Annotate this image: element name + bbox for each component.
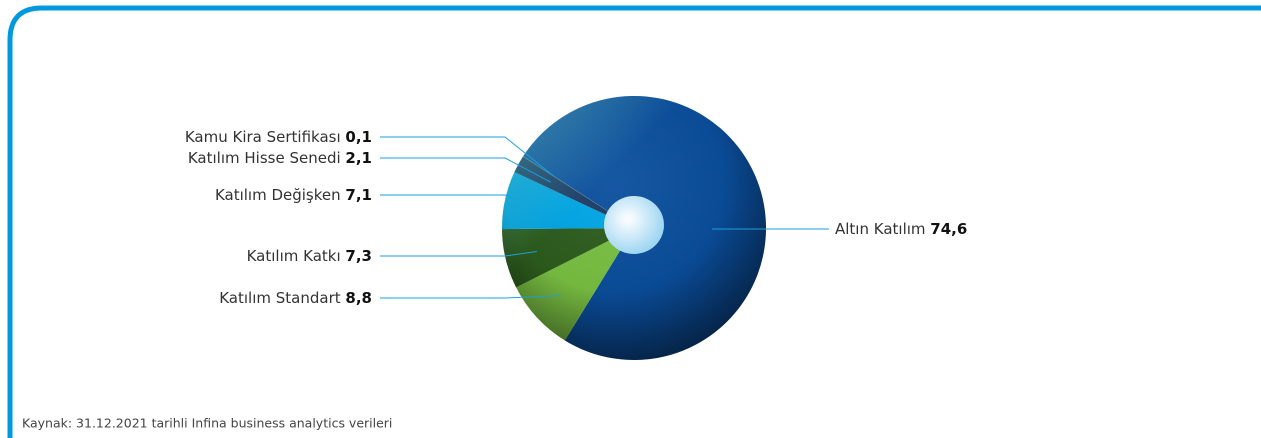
label: Katılım Değişken 7,1 (215, 186, 372, 204)
pie (502, 96, 766, 361)
label-name: Katılım Katkı (247, 247, 341, 265)
label-value: 8,8 (345, 289, 372, 307)
leader-line (380, 295, 561, 299)
label-value: 0,1 (345, 128, 372, 146)
label: Katılım Hisse Senedi 2,1 (188, 149, 372, 167)
leader-line (380, 136, 555, 177)
label-value: 74,6 (930, 220, 967, 238)
leader-line (380, 194, 537, 208)
frame (7, 5, 1261, 438)
label-name: Kamu Kira Sertifikası (185, 128, 341, 146)
source: Kaynak: 31.12.2021 tarihli Infina busine… (22, 416, 392, 431)
label: Kamu Kira Sertifikası 0,1 (185, 128, 372, 146)
label-value: 7,1 (345, 186, 372, 204)
label-name: Katılım Standart (219, 289, 341, 307)
hole (604, 196, 664, 254)
label-name: Katılım Hisse Senedi (188, 149, 341, 167)
label-name: Altın Katılım (835, 220, 926, 238)
label: Katılım Katkı 7,3 (247, 247, 372, 265)
leader-line (380, 157, 552, 183)
leader-line (380, 251, 537, 257)
label-value: 2,1 (345, 149, 372, 167)
label-name: Katılım Değişken (215, 186, 341, 204)
label: Altın Katılım 74,6 (835, 220, 967, 238)
label-value: 7,3 (345, 247, 372, 265)
label: Katılım Standart 8,8 (219, 289, 372, 307)
